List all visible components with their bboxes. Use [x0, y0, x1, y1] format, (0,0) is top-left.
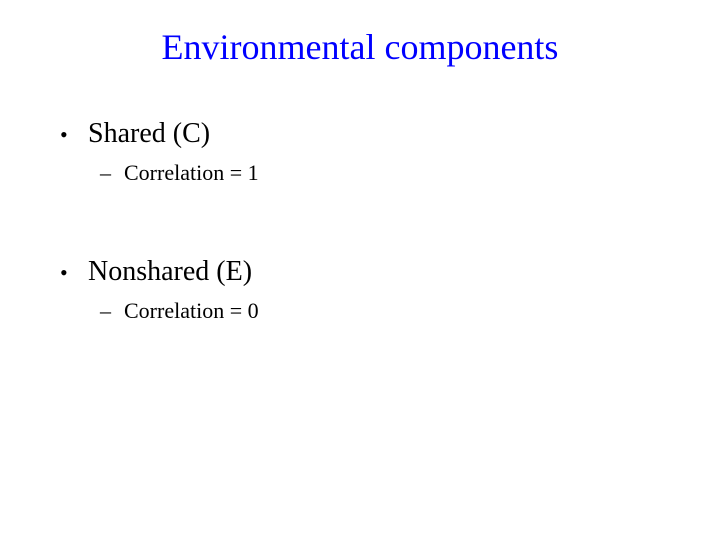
slide-body: • Shared (C) – Correlation = 1 • Nonshar… [60, 118, 660, 332]
bullet-label: Shared (C) [88, 118, 210, 150]
bullet-item-shared: • Shared (C) [60, 118, 660, 150]
slide-title: Environmental components [0, 26, 720, 68]
bullet-dot-icon: • [60, 262, 88, 284]
bullet-item-nonshared: • Nonshared (E) [60, 256, 660, 288]
bullet-label: Nonshared (E) [88, 256, 252, 288]
dash-icon: – [100, 298, 124, 324]
sub-label: Correlation = 1 [124, 160, 259, 186]
dash-icon: – [100, 160, 124, 186]
sub-label: Correlation = 0 [124, 298, 259, 324]
sub-item-nonshared-correlation: – Correlation = 0 [100, 298, 660, 324]
sub-item-shared-correlation: – Correlation = 1 [100, 160, 660, 186]
spacer [60, 194, 660, 256]
bullet-dot-icon: • [60, 124, 88, 146]
slide: Environmental components • Shared (C) – … [0, 0, 720, 540]
